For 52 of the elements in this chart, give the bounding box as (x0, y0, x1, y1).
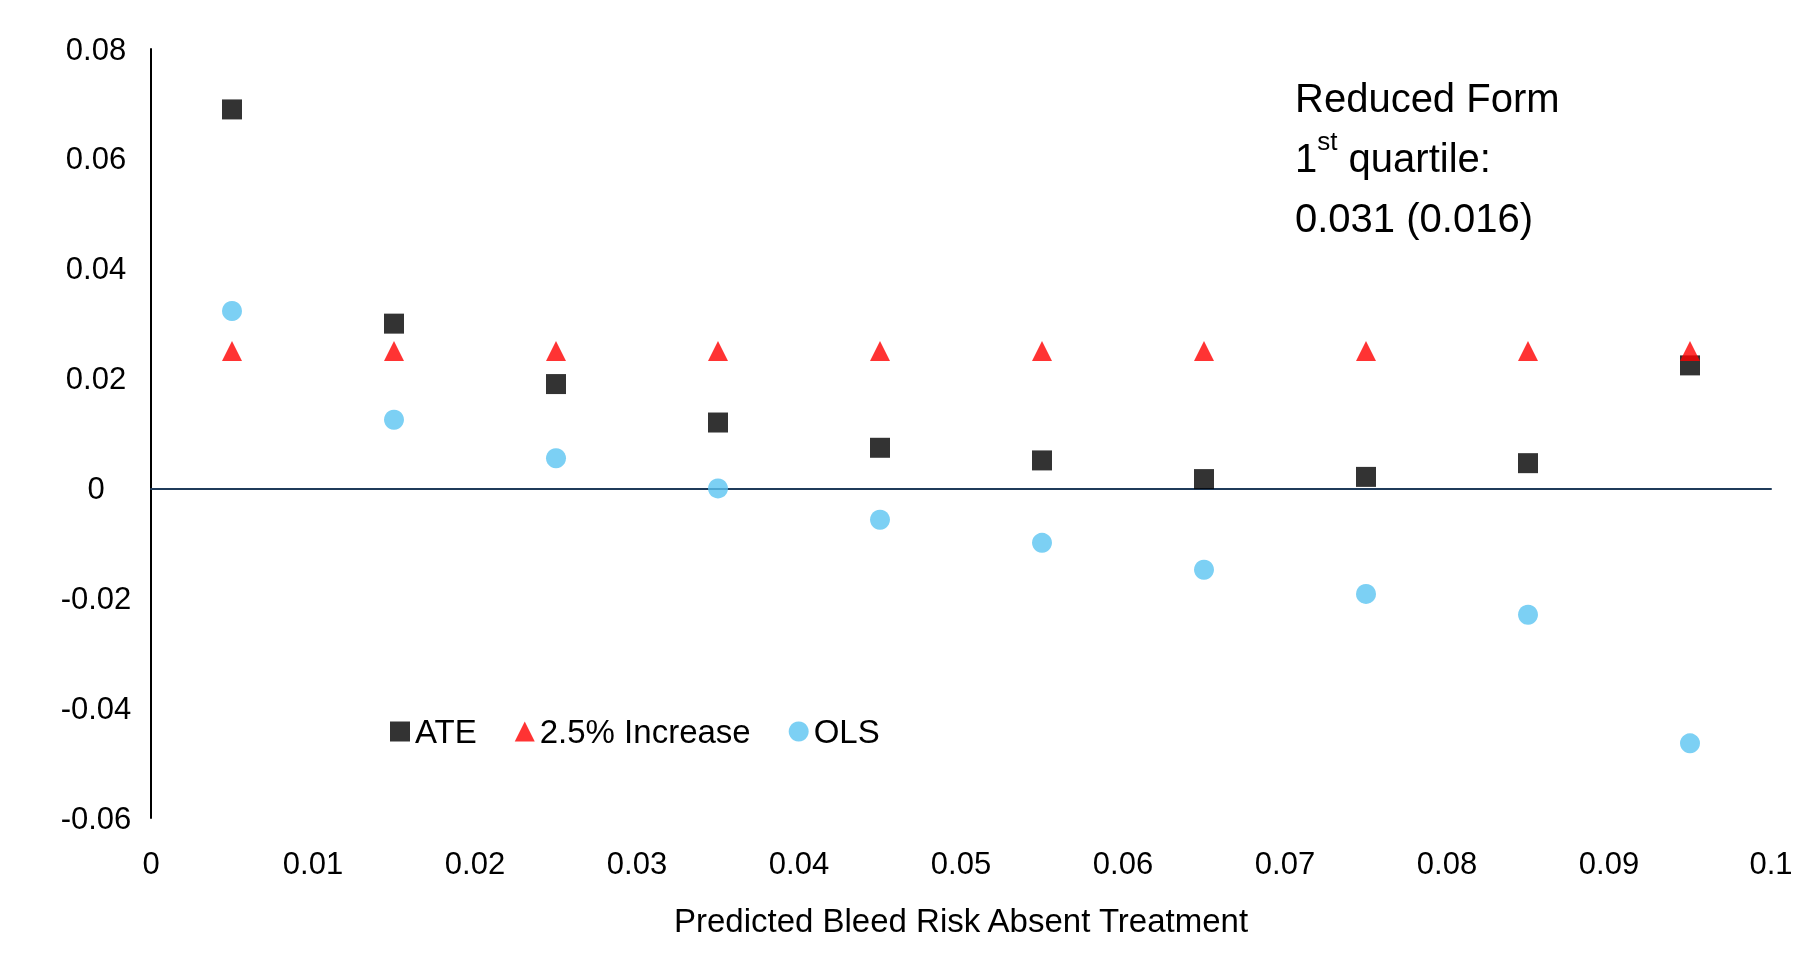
point (1032, 532, 1052, 553)
point (870, 437, 890, 458)
y-tick-label: -0.04 (60, 690, 132, 726)
legend-label: 2.5% Increase (539, 713, 751, 750)
point (546, 374, 566, 395)
point (1356, 341, 1376, 362)
point (1032, 341, 1052, 362)
y-tick-label: 0.04 (65, 251, 127, 287)
point (546, 341, 566, 362)
point (1680, 733, 1700, 754)
point (546, 448, 566, 469)
point (384, 313, 404, 334)
x-tick-label: 0.06 (1092, 846, 1154, 881)
x-tick-label: 0.08 (1416, 846, 1478, 881)
x-tick-label: 0.01 (282, 846, 344, 881)
y-tick-label: -0.06 (60, 800, 132, 836)
x-tick-label: 0 (142, 846, 160, 881)
point (1194, 559, 1214, 580)
point (222, 99, 242, 120)
point (1194, 341, 1214, 362)
point (708, 412, 728, 433)
y-tick-label: -0.02 (60, 580, 132, 616)
x-tick-label: 0.09 (1578, 846, 1640, 881)
point (1518, 341, 1538, 362)
point (1194, 469, 1214, 490)
legend-label: OLS (813, 713, 880, 750)
point (384, 409, 404, 430)
point (1356, 466, 1376, 487)
point (870, 341, 890, 362)
y-tick-label: 0.08 (65, 31, 127, 67)
x-tick-label: 0.07 (1254, 846, 1316, 881)
point (1680, 341, 1700, 362)
x-tick-label: 0.03 (606, 846, 668, 881)
point (708, 341, 728, 362)
x-axis-title: Predicted Bleed Risk Absent Treatment (673, 902, 1249, 939)
point (1356, 583, 1376, 604)
y-tick-label: 0 (87, 470, 105, 506)
point (1518, 453, 1538, 474)
point (1518, 604, 1538, 625)
y-tick-label: 0.06 (65, 141, 127, 177)
x-tick-label: 0.05 (930, 846, 992, 881)
x-tick-label: 0.1 (1749, 846, 1793, 881)
legend-label: ATE (415, 713, 477, 750)
y-tick-label: 0.02 (65, 361, 127, 397)
point (222, 301, 242, 321)
x-tick-label: 0.02 (444, 846, 506, 881)
point (1032, 450, 1052, 471)
x-tick-label: 0.04 (768, 846, 830, 881)
point (708, 478, 728, 499)
point (384, 341, 404, 362)
point (222, 341, 242, 362)
point (870, 509, 890, 530)
